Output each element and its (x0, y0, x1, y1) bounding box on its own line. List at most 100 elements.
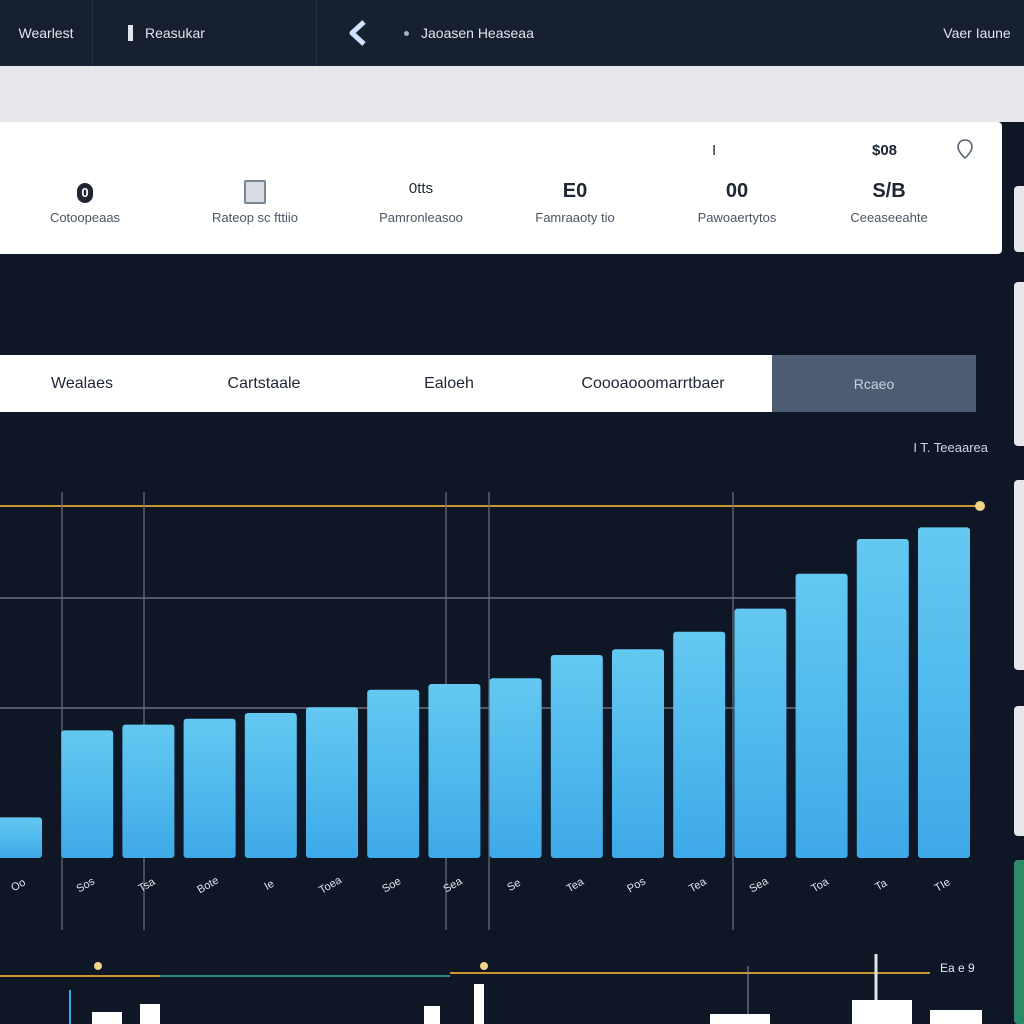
tab-4[interactable]: Coooaooomarrtbaer (534, 355, 772, 412)
x-tick-label: Oo (9, 877, 28, 895)
timeline-block (92, 1012, 122, 1024)
x-tick-label: Sea (747, 875, 771, 896)
chevron-left-icon (349, 20, 366, 46)
bar[interactable] (550, 655, 603, 858)
stat-item[interactable]: Rateop sc fttiio (180, 180, 330, 225)
tab-2[interactable]: Cartstaale (164, 355, 364, 412)
timeline-block (474, 984, 484, 1024)
stat-item[interactable]: S/B Ceeaseeahte (814, 180, 964, 225)
stat-item[interactable]: 0 Cotoopeaas (10, 180, 160, 225)
top-navigation-bar: Wearlest Reasukar Jaoasen Heaseaa Vaer I… (0, 0, 1024, 66)
tab-label: Wealaes (51, 374, 113, 392)
x-tick-label: Tsa (136, 875, 158, 894)
side-rail-segment (1014, 186, 1024, 252)
bar[interactable] (122, 724, 175, 858)
tab-label: Rcaeo (853, 375, 895, 392)
stat-label: Pamronleasoo (379, 210, 463, 225)
timeline-block (930, 1010, 982, 1024)
stat-label: Pawoaertytos (697, 210, 777, 225)
stat-value: 00 (725, 180, 749, 202)
nav-item-2-label: Reasukar (145, 25, 205, 41)
x-tick-label: Bote (195, 875, 221, 897)
side-rail-segment (1014, 282, 1024, 446)
tab-label: Ealoeh (424, 374, 474, 392)
card-top-indicator: I (712, 142, 717, 159)
bar[interactable] (306, 707, 358, 858)
card-top-value: $08 (872, 142, 898, 159)
x-tick-label: Tea (565, 875, 587, 895)
mini-chart-label: Ea e 9 (940, 961, 975, 975)
chart-legend-note: I T. Teeaarea (913, 440, 988, 455)
bar[interactable] (61, 730, 114, 858)
stat-label: Rateop sc fttiio (212, 210, 298, 225)
stat-item[interactable]: 00 Pawoaertytos (662, 180, 812, 225)
nav-item-1-label: Wearlest (18, 25, 74, 41)
user-menu-label: Vaer Iaune (943, 25, 1011, 41)
timeline-block (140, 1004, 160, 1024)
chart-bars (0, 527, 970, 858)
chart-x-labels: Oo Sos Tsa Bote Ie Toea Soe Sea Se Tea Pos Tea Sea To… (9, 874, 952, 897)
bar[interactable] (428, 684, 481, 858)
nav-item-1[interactable]: Wearlest (0, 0, 92, 66)
x-tick-label: Pos (625, 875, 648, 895)
side-rail-segment (1014, 860, 1024, 1024)
stats-card: I $08 0 Cotoopeaas Rateop sc fttiio 0tts… (0, 122, 1002, 254)
stat-value: S/B (872, 180, 906, 202)
stat-label: Famraaoty tio (535, 210, 615, 225)
x-tick-label: Toea (317, 874, 344, 897)
x-tick-label: Soe (380, 875, 403, 895)
tab-3[interactable]: Ealoeh (364, 355, 534, 412)
view-tabs: Wealaes Cartstaale Ealoeh Coooaooomarrtb… (0, 355, 976, 412)
toolbar-strip (0, 66, 1024, 122)
nav-item-3-label: Jaoasen Heaseaa (421, 25, 534, 41)
bar[interactable] (795, 573, 848, 858)
document-icon (244, 180, 266, 204)
stat-value: E0 (562, 180, 588, 202)
bar[interactable] (367, 689, 420, 858)
timeline-marker[interactable] (480, 962, 488, 970)
side-rail-segment (1014, 706, 1024, 836)
x-tick-label: Se (505, 877, 523, 894)
nav-divider (92, 0, 93, 66)
nav-item-3[interactable]: Jaoasen Heaseaa (404, 0, 604, 66)
guide-marker[interactable] (975, 501, 985, 511)
tab-label: Coooaooomarrtbaer (581, 374, 725, 392)
x-tick-label: Sea (441, 875, 465, 896)
tab-1[interactable]: Wealaes (0, 355, 164, 412)
dot-icon (404, 30, 409, 36)
bar[interactable] (183, 718, 236, 858)
stat-item[interactable]: E0 Famraaoty tio (500, 180, 650, 225)
bar[interactable] (489, 678, 542, 858)
timeline-block (852, 1000, 912, 1024)
bar[interactable] (734, 608, 787, 858)
timeline-block (710, 1014, 770, 1024)
x-tick-label: TIe (933, 876, 953, 894)
tab-label: Cartstaale (227, 374, 301, 392)
stat-value: 0tts (408, 180, 434, 197)
x-tick-label: Ie (262, 878, 276, 893)
stat-item[interactable]: 0tts Pamronleasoo (346, 180, 496, 225)
timeline-marker[interactable] (94, 962, 102, 970)
x-tick-label: Sos (74, 875, 97, 895)
bar[interactable] (0, 817, 42, 858)
tab-5-active[interactable]: Rcaeo (772, 355, 976, 412)
timeline-block (424, 1006, 440, 1024)
mini-timeline-chart: Ea e 9 (0, 954, 982, 1024)
bar[interactable] (918, 527, 970, 858)
bar-chart: Oo Sos Tsa Bote Ie Toea Soe Sea Se Tea Pos Tea Sea To… (0, 492, 985, 930)
bar[interactable] (673, 631, 726, 858)
x-tick-label: Tea (687, 875, 709, 895)
bookmark-icon (128, 25, 133, 41)
side-rail-segment (1014, 480, 1024, 670)
nav-item-2[interactable]: Reasukar (128, 0, 278, 66)
circle-badge-icon: 0 (77, 183, 93, 203)
bar[interactable] (856, 539, 909, 858)
nav-divider (316, 0, 317, 66)
bar[interactable] (244, 713, 297, 858)
x-tick-label: Ta (873, 877, 890, 894)
bar[interactable] (612, 649, 664, 858)
user-menu[interactable]: Vaer Iaune (930, 0, 1024, 66)
location-pin-icon[interactable] (956, 138, 974, 160)
back-chevron-button[interactable] (338, 16, 376, 50)
stat-label: Cotoopeaas (49, 210, 121, 225)
